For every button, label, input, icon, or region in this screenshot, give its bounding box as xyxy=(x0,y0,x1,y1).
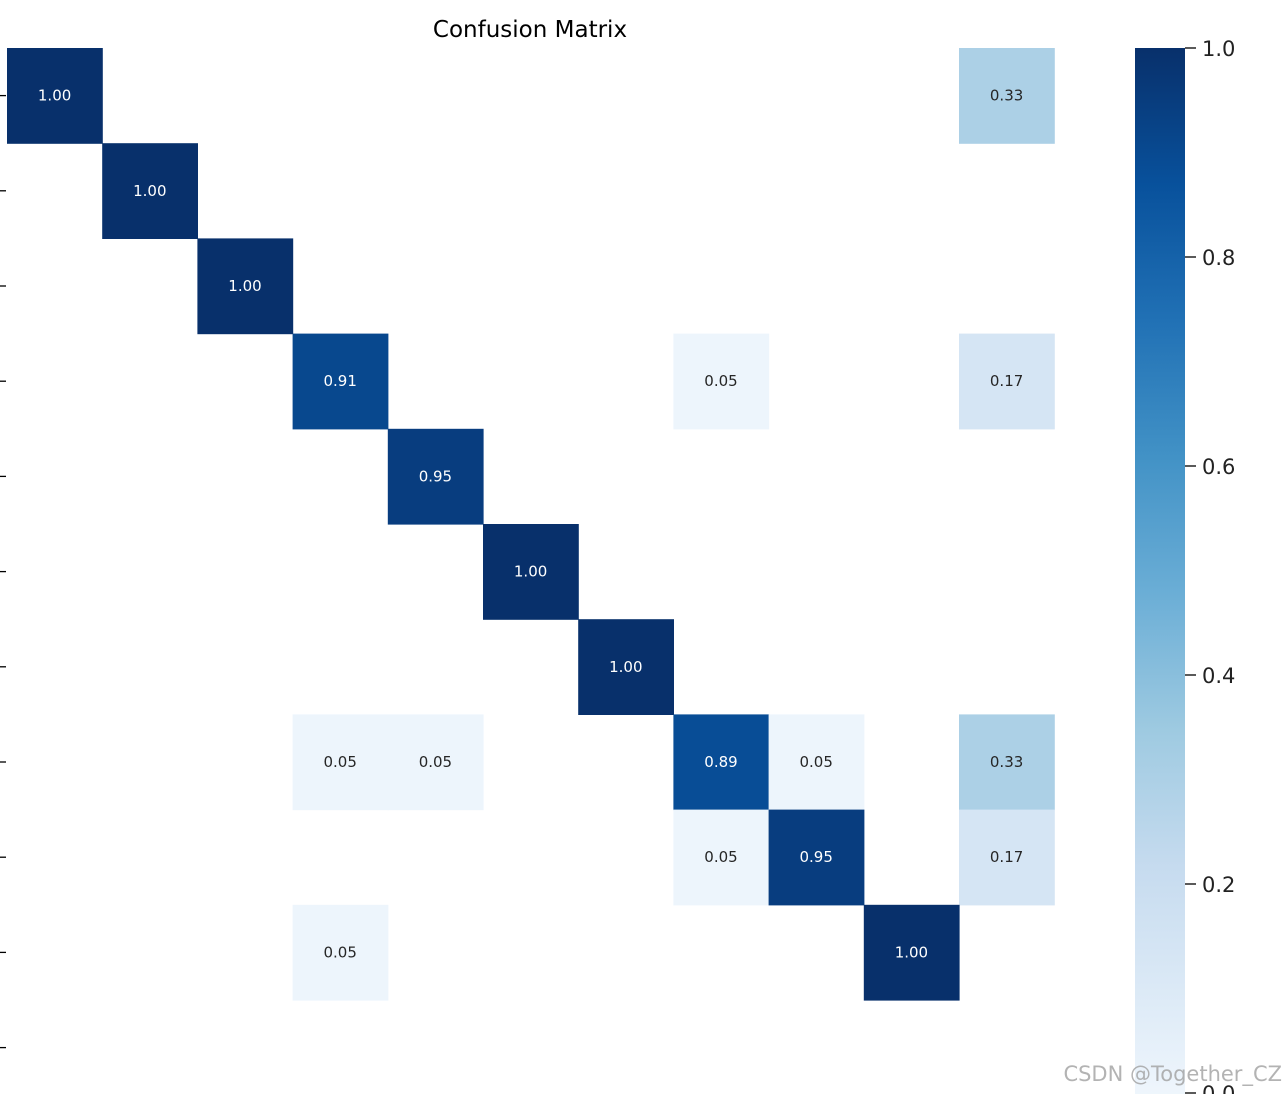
heatmap-cell-r2-c2 xyxy=(197,238,294,335)
heatmap-cell-r8-c7 xyxy=(673,809,770,906)
cell-value-label: 0.33 xyxy=(990,753,1023,771)
colorbar-tick-label: 1.0 xyxy=(1202,37,1235,61)
colorbar-tick-label: 0.6 xyxy=(1202,455,1235,479)
cell-value-label: 0.95 xyxy=(419,467,452,485)
colorbar-tick-label: 0.4 xyxy=(1202,664,1235,688)
cell-value-label: 1.00 xyxy=(514,563,547,581)
cell-value-label: 0.05 xyxy=(419,753,452,771)
cell-value-label: 1.00 xyxy=(609,658,642,676)
heatmap-cell-r9-c3 xyxy=(292,904,389,1001)
heatmap-cell-r9-c9 xyxy=(863,904,960,1001)
heatmap-cell-r3-c7 xyxy=(673,333,770,430)
colorbar-tick-label: 0.2 xyxy=(1202,873,1235,897)
cell-value-label: 0.17 xyxy=(990,848,1023,866)
chart-title: Confusion Matrix xyxy=(433,17,627,43)
heatmap-cell-r6-c6 xyxy=(578,619,674,715)
cell-value-label: 0.95 xyxy=(799,848,832,866)
heatmap-cell-r0-c10 xyxy=(959,48,1055,144)
heatmap-cell-r1-c1 xyxy=(102,143,198,239)
heatmap-cell-r7-c8 xyxy=(768,714,865,811)
cell-value-label: 0.91 xyxy=(323,372,356,390)
heatmap-cell-r3-c10 xyxy=(959,333,1055,430)
cell-value-label: 0.05 xyxy=(704,848,737,866)
cell-value-label: 1.00 xyxy=(228,277,261,295)
heatmap-cell-r7-c10 xyxy=(959,714,1055,811)
cell-value-label: 0.17 xyxy=(990,372,1023,390)
cell-value-label: 1.00 xyxy=(38,87,71,105)
colorbar-gradient xyxy=(1135,48,1185,1094)
heatmap-cell-r0-c0 xyxy=(7,48,103,144)
cell-value-label: 1.00 xyxy=(133,182,166,200)
heatmap-cell-r7-c7 xyxy=(673,714,770,811)
cell-value-label: 0.05 xyxy=(704,372,737,390)
heatmap-cell-r5-c5 xyxy=(483,524,579,620)
colorbar-tick-label: 0.8 xyxy=(1202,246,1235,270)
cell-value-label: 1.00 xyxy=(895,943,928,961)
cell-value-label: 0.33 xyxy=(990,87,1023,105)
colorbar: 1.0 0.8 0.6 0.4 0.2 0.0 xyxy=(1135,37,1235,1094)
cell-value-label: 0.05 xyxy=(799,753,832,771)
colorbar-tick-label: 0.0 xyxy=(1202,1082,1235,1094)
heatmap-cell-r4-c4 xyxy=(387,428,484,525)
cell-value-label: 0.05 xyxy=(323,943,356,961)
heatmap-cell-r7-c3 xyxy=(292,714,389,811)
cell-value-label: 0.05 xyxy=(323,753,356,771)
heatmap-cells: 1.00 0.33 1.00 1.00 0.91 0.05 0.17 0.95 1.00 1.00… xyxy=(7,48,1055,1001)
y-axis-ticks xyxy=(0,94,6,1049)
heatmap-cell-r8-c8 xyxy=(768,809,865,906)
heatmap-cell-r7-c4 xyxy=(387,714,484,811)
heatmap-cell-r3-c3 xyxy=(292,333,389,430)
cell-value-label: 0.89 xyxy=(704,753,737,771)
heatmap-cell-r8-c10 xyxy=(959,809,1055,906)
